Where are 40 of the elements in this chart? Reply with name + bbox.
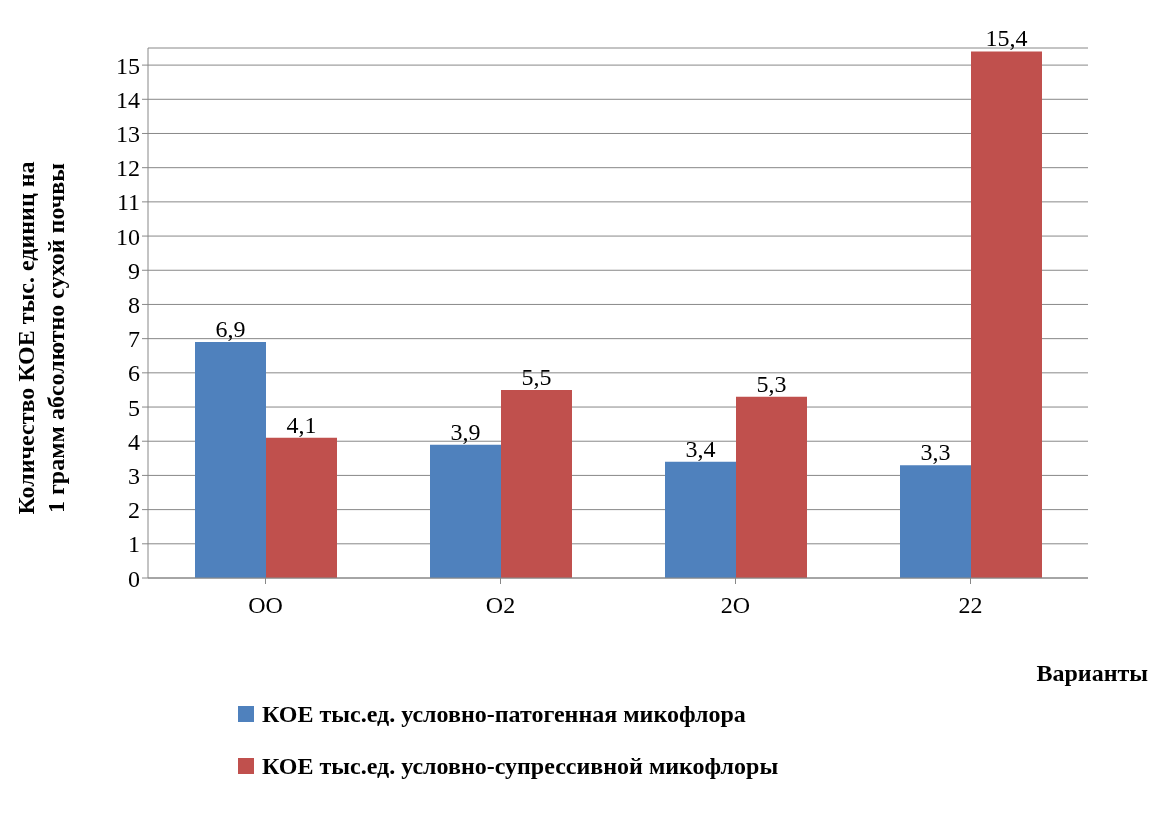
data-label: 3,4 <box>685 435 716 462</box>
y-tick-label: 6 <box>128 360 140 387</box>
data-label: 5,5 <box>521 363 552 390</box>
bar <box>195 342 266 578</box>
bar <box>736 396 807 578</box>
y-tick-label: 11 <box>116 189 140 216</box>
legend-label: КОЕ тыс.ед. условно-супрессивной микофлоры <box>262 752 779 780</box>
y-tick-label: 10 <box>116 223 140 250</box>
y-tick-label: 14 <box>116 86 140 113</box>
y-axis-title: Количество КОЕ тыс. единиц на 1 грамм абсолютно сухой почвы <box>13 161 69 515</box>
data-label: 3,9 <box>450 418 481 445</box>
y-tick-label: 1 <box>128 531 140 558</box>
bar <box>900 465 971 578</box>
x-tick-label: O2 <box>485 592 516 619</box>
data-label: 6,9 <box>215 316 246 343</box>
x-axis-title: Варианты <box>1036 660 1148 687</box>
y-tick-label: 4 <box>128 428 140 455</box>
bar <box>971 51 1042 578</box>
data-label: 15,4 <box>985 25 1028 52</box>
y-tick-label: 8 <box>128 291 140 318</box>
bar <box>266 437 337 578</box>
data-label: 5,3 <box>756 370 787 397</box>
bar <box>665 461 736 578</box>
y-tick-label: 15 <box>116 52 140 79</box>
y-tick-label: 5 <box>128 394 140 421</box>
x-tick-label: 2O <box>720 592 751 619</box>
x-tick-label: OO <box>248 592 283 619</box>
y-tick-label: 3 <box>128 462 140 489</box>
y-tick-label: 9 <box>128 257 140 284</box>
bar <box>501 389 572 578</box>
legend-label: КОЕ тыс.ед. условно-патогенная микофлора <box>262 700 746 728</box>
y-tick-label: 12 <box>116 155 140 182</box>
y-tick-label: 0 <box>128 565 140 592</box>
bar <box>430 444 501 578</box>
data-label: 4,1 <box>286 411 317 438</box>
x-tick-label: 22 <box>958 592 983 619</box>
y-tick-label: 7 <box>128 326 140 353</box>
y-tick-label: 2 <box>128 497 140 524</box>
data-label: 3,3 <box>920 439 951 466</box>
y-tick-label: 13 <box>116 121 140 147</box>
